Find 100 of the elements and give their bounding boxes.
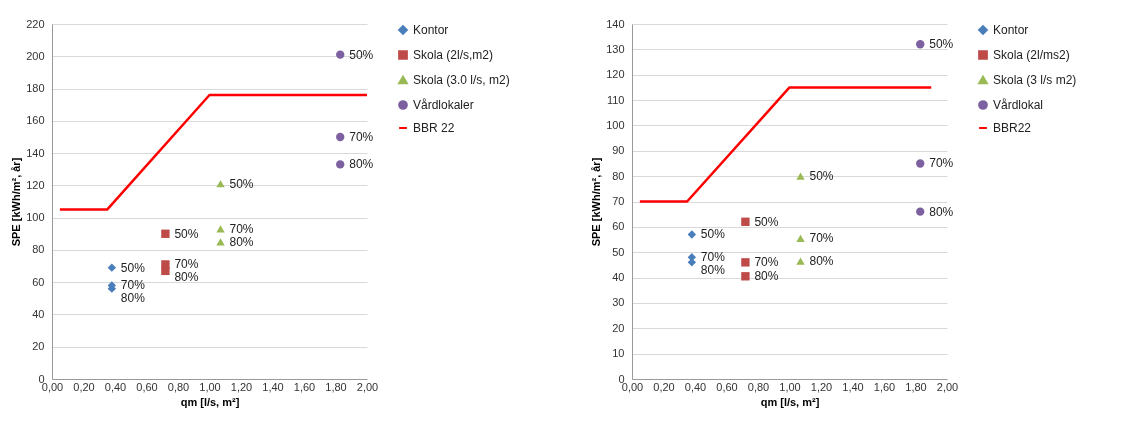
annotation: 80% [754, 269, 779, 284]
y-tick-label: 160 [26, 114, 45, 127]
annotation: 70% [120, 278, 146, 293]
y-tick-label: 90 [612, 144, 625, 157]
annotation: 70% [349, 129, 374, 144]
x-tick-label: 1,20 [230, 380, 253, 393]
annotation: 50% [174, 226, 199, 241]
point [796, 172, 805, 180]
x-tick-label: 0,80 [747, 380, 770, 393]
point [741, 258, 750, 267]
point [216, 180, 225, 188]
x-tick-label: 1,20 [810, 380, 833, 393]
y-tick-label: 200 [26, 49, 45, 62]
legend-label: Kontor [413, 23, 449, 37]
point [336, 132, 345, 142]
point [916, 159, 925, 168]
x-tick-label: 0,40 [104, 380, 127, 393]
point [336, 50, 345, 59]
x-tick-label: 1,00 [199, 380, 221, 393]
x-axis-title: qm [l/s, m²] [180, 395, 240, 408]
annotation: 50% [700, 227, 726, 242]
point [216, 238, 225, 246]
annotation: 70% [809, 231, 834, 246]
y-tick-label: 130 [606, 42, 625, 55]
legend-label: Skola (2l/s,m2) [413, 48, 494, 62]
x-tick-label: 1,60 [873, 380, 896, 393]
point [796, 234, 805, 242]
legend-label: Kontor [993, 23, 1029, 37]
annotation: 70% [929, 156, 954, 171]
x-tick-label: 1,40 [262, 380, 284, 393]
point [687, 230, 697, 239]
y-tick-label: 80 [612, 169, 625, 182]
y-tick-label: 110 [606, 93, 625, 106]
annotation: 50% [120, 260, 146, 275]
annotation: 50% [809, 169, 834, 184]
y-tick-label: 50 [612, 245, 625, 258]
x-tick-label: 0,20 [73, 380, 95, 393]
x-tick-label: 1,80 [325, 380, 347, 393]
point [796, 257, 805, 265]
annotation: 70% [754, 255, 779, 270]
annotation: 80% [700, 263, 726, 278]
y-tick-label: 180 [26, 82, 45, 95]
annotation: 70% [229, 221, 254, 236]
legend-label: BBR 22 [413, 121, 455, 135]
y-tick-label: 100 [26, 211, 45, 224]
annotation: 50% [229, 176, 254, 191]
point [916, 207, 925, 216]
y-tick-label: 120 [26, 178, 45, 191]
legend-label: Vårdlokal [993, 98, 1044, 112]
point [687, 258, 697, 267]
y-tick-label: 140 [606, 17, 625, 30]
annotation: 80% [229, 234, 254, 249]
x-tick-label: 1,80 [905, 380, 927, 393]
x-tick-label: 1,00 [779, 380, 801, 393]
legend-label: Vårdlokaler [413, 98, 474, 112]
y-axis-title: SPE [kWh/m², år] [590, 157, 603, 247]
y-tick-label: 120 [606, 68, 625, 81]
annotation: 50% [754, 214, 779, 229]
point [336, 160, 345, 169]
y-tick-label: 70 [612, 195, 625, 207]
point [107, 263, 117, 272]
annotation: 70% [174, 257, 199, 272]
legend-label: Skola (3.0 l/s, m2) [413, 73, 510, 87]
y-tick-label: 20 [32, 340, 45, 353]
x-tick-label: 2,00 [356, 380, 379, 393]
legend-label: Skola (3 l/s m2) [993, 73, 1077, 87]
y-tick-label: 220 [26, 17, 45, 30]
x-tick-label: 0,80 [167, 380, 190, 393]
y-tick-label: 140 [26, 146, 45, 159]
y-tick-label: 60 [612, 220, 625, 233]
annotation: 80% [929, 204, 954, 219]
y-axis-title: SPE [kWh/m², år] [10, 157, 23, 247]
legend-label: Skola (2l/ms2) [993, 48, 1070, 62]
x-tick-label: 0,20 [653, 380, 675, 393]
y-tick-label: 60 [32, 275, 45, 288]
point [216, 225, 225, 233]
y-tick-label: 10 [612, 347, 625, 360]
point [741, 272, 750, 281]
point [741, 217, 750, 226]
annotation: 80% [120, 291, 146, 306]
x-tick-label: 2,00 [936, 380, 959, 393]
legend-label: BBR22 [993, 121, 1032, 135]
y-tick-label: 30 [612, 296, 625, 309]
annotation: 80% [809, 254, 834, 269]
annotation: 70% [700, 250, 726, 265]
point [161, 266, 170, 276]
x-tick-label: 0,60 [136, 380, 158, 393]
y-tick-label: 40 [32, 307, 45, 320]
point [916, 40, 925, 49]
annotation: 50% [349, 47, 374, 62]
x-axis-title: qm [l/s, m²] [760, 395, 820, 408]
x-tick-label: 1,60 [293, 380, 316, 393]
annotation: 50% [929, 37, 954, 52]
x-tick-label: 0,40 [684, 380, 707, 393]
point [161, 229, 170, 238]
y-tick-label: 100 [606, 118, 625, 131]
x-tick-label: 0,60 [716, 380, 738, 393]
y-tick-label: 80 [32, 243, 45, 256]
annotation: 80% [174, 270, 199, 285]
annotation: 80% [349, 157, 374, 172]
